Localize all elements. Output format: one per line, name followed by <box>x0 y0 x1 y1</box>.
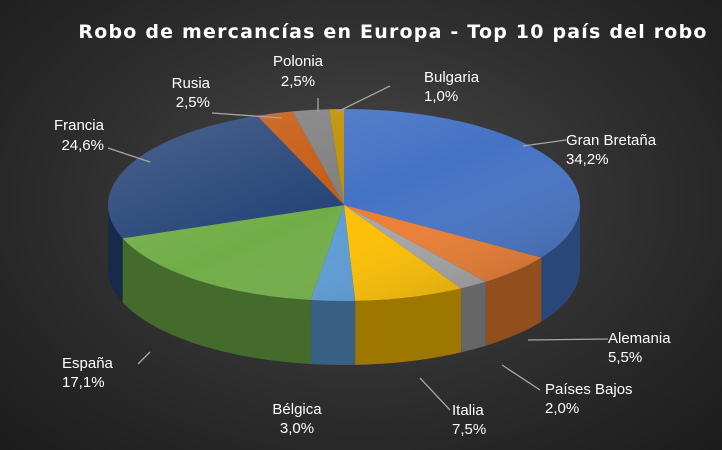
pie-gloss <box>108 109 580 301</box>
pie-side-francia <box>108 205 123 303</box>
chart-title: Robo de mercancías en Europa - Top 10 pa… <box>78 21 707 43</box>
slice-value-bulgaria: 1,0% <box>424 88 458 105</box>
pie-side-belgica <box>310 300 356 365</box>
slice-label-polonia: Polonia <box>273 53 324 70</box>
slice-label-espana: España <box>62 355 114 372</box>
slice-value-belgica: 3,0% <box>280 420 314 437</box>
slice-value-rusia: 2,5% <box>176 94 210 111</box>
pie-slices <box>108 109 581 301</box>
slice-value-polonia: 2,5% <box>281 73 315 90</box>
slice-value-espana: 17,1% <box>62 374 105 391</box>
leader-line-rusia <box>211 112 283 119</box>
leader-line-francia <box>107 147 151 163</box>
pie-side-italia <box>355 288 462 365</box>
slice-value-francia: 24,6% <box>61 137 104 154</box>
slice-value-italia: 7,5% <box>452 421 486 438</box>
slice-label-rusia: Rusia <box>172 75 211 92</box>
slice-value-paises-bajos: 2,0% <box>545 400 579 417</box>
slice-label-gran-bretana: Gran Bretaña <box>566 132 657 149</box>
leader-lines <box>107 85 609 411</box>
leader-line-italia <box>419 377 451 411</box>
pie-side-paises-bajos <box>461 281 486 353</box>
leader-line-gran-bretana <box>522 139 567 147</box>
slice-label-alemania: Alemania <box>608 330 671 347</box>
slice-label-paises-bajos: Países Bajos <box>545 381 633 398</box>
slice-label-belgica: Bélgica <box>272 401 322 418</box>
leader-line-alemania <box>527 338 609 341</box>
leader-line-bulgaria <box>336 85 391 113</box>
slice-label-francia: Francia <box>54 117 105 134</box>
slice-label-bulgaria: Bulgaria <box>424 69 480 86</box>
leader-line-espana <box>137 351 151 365</box>
pie-side-gran-bretana <box>541 205 580 322</box>
slice-value-alemania: 5,5% <box>608 349 642 366</box>
leader-line-paises-bajos <box>501 364 541 391</box>
slice-value-gran-bretana: 34,2% <box>566 151 609 168</box>
pie-side-alemania <box>485 257 542 346</box>
pie-side-espana <box>122 238 311 365</box>
pie-sides <box>108 205 580 365</box>
data-labels: Gran Bretaña 34,2% Alemania 5,5% Países Bajo… <box>54 53 671 438</box>
slice-label-italia: Italia <box>452 402 484 419</box>
